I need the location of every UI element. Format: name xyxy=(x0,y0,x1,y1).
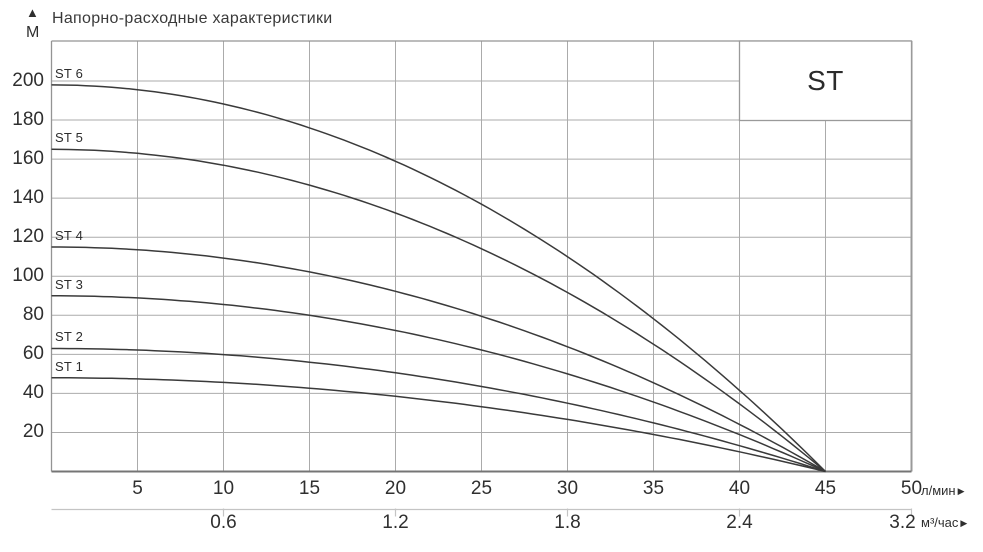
secondary-x-tick-label: 3.2 xyxy=(889,512,916,533)
y-tick-label: 40 xyxy=(22,382,44,404)
x-tick-label: 35 xyxy=(642,478,665,499)
x-tick-label: 45 xyxy=(814,478,837,499)
secondary-x-tick-label: 1.8 xyxy=(554,512,581,533)
x-tick-label: 30 xyxy=(556,478,579,499)
secondary-x-tick-label: 0.6 xyxy=(210,512,237,533)
y-tick-label: 60 xyxy=(22,343,44,365)
right-arrow-icon: ▶ xyxy=(957,486,965,496)
y-tick-label: 20 xyxy=(22,421,44,443)
secondary-x-tick-label: 1.2 xyxy=(382,512,409,533)
x-axis-unit-label: л/мин xyxy=(921,483,956,498)
series-family-box-label: ST xyxy=(807,65,844,96)
x-tick-label: 25 xyxy=(470,478,493,499)
y-tick-label: 160 xyxy=(12,148,44,170)
y-tick-label: 120 xyxy=(12,226,44,248)
y-tick-label: 180 xyxy=(12,109,44,131)
y-tick-label: 80 xyxy=(22,304,44,326)
y-axis-unit-label: М xyxy=(26,24,40,41)
curve-label: ST 2 xyxy=(55,329,84,345)
x-tick-label: 15 xyxy=(298,478,321,499)
curve-label: ST 3 xyxy=(55,276,84,292)
curve-label: ST 4 xyxy=(55,227,84,243)
right-arrow-icon: ▶ xyxy=(960,518,968,528)
y-tick-label: 200 xyxy=(12,70,44,91)
curve-label: ST 5 xyxy=(55,130,84,146)
secondary-x-axis-unit-label: м³/час xyxy=(921,515,959,530)
x-tick-label: 10 xyxy=(212,478,235,499)
y-tick-label: 140 xyxy=(12,187,44,209)
secondary-x-tick-label: 2.4 xyxy=(726,512,753,533)
y-tick-label: 100 xyxy=(12,265,44,287)
chart-title: Напорно-расходные характеристики xyxy=(52,10,333,27)
up-arrow-icon: ▲ xyxy=(26,5,39,20)
secondary-x-axis-unit: м³/час ▶ xyxy=(921,515,967,530)
x-tick-label: 20 xyxy=(384,478,407,499)
curve-label: ST 1 xyxy=(55,358,84,374)
curve-label: ST 6 xyxy=(55,65,84,81)
x-tick-label: 40 xyxy=(728,478,751,499)
x-axis-unit: л/мин ▶ xyxy=(921,483,965,498)
x-tick-label: 50 xyxy=(900,478,923,499)
x-tick-label: 5 xyxy=(132,478,143,499)
